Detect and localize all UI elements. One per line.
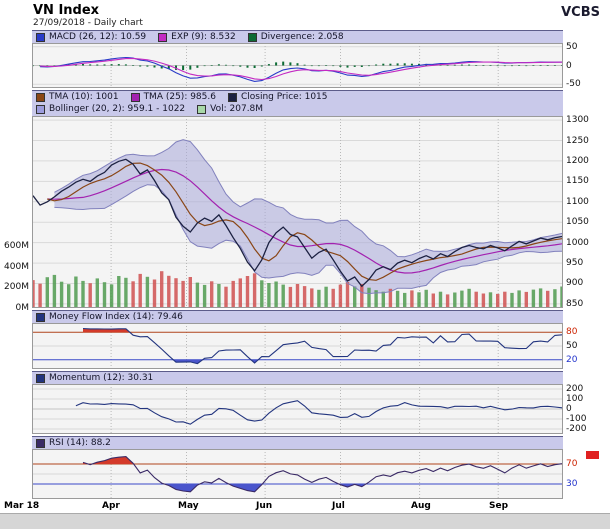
y-axis-tick: -50 — [566, 79, 581, 90]
price-legend-1: TMA (10): 1001 TMA (25): 985.6 Closing P… — [32, 90, 563, 103]
rsi-plot[interactable] — [32, 449, 563, 499]
tma10-label: TMA (10): 1001 — [49, 91, 119, 102]
exp-label: EXP (9): 8.532 — [171, 31, 236, 42]
rsi-current-value-marker — [586, 451, 599, 459]
price-panel: 600M 400M 200M 0M 1300 1250 1200 1150 1100 1050 1… — [0, 115, 610, 313]
price-axis: 1300 1250 1200 1150 1100 1050 1000 950 900 850 — [563, 115, 610, 309]
macd-legend-row: MACD (26, 12): 10.59 EXP (9): 8.532 Dive… — [0, 30, 610, 43]
divergence-label: Divergence: 2.058 — [260, 31, 344, 42]
rsi-legend-row: RSI (14): 88.2 — [0, 436, 610, 449]
y-axis-tick: 20 — [566, 354, 578, 365]
macd-axis: 50 0 -50 — [563, 41, 610, 90]
mfi-label: Money Flow Index (14): 79.46 — [49, 311, 183, 322]
macd-plot[interactable] — [32, 43, 563, 88]
rsi-label: RSI (14): 88.2 — [49, 437, 111, 448]
macd-label: MACD (26, 12): 10.59 — [49, 31, 147, 42]
mfi-plot[interactable] — [32, 323, 563, 369]
y-axis-tick: 200 — [566, 384, 584, 394]
mfi-legend-row: Money Flow Index (14): 79.46 — [0, 310, 610, 323]
y-axis-tick: 70 — [566, 459, 578, 469]
volume-swatch-icon — [197, 105, 207, 114]
y-axis-tick: 0M — [15, 303, 30, 313]
momentum-panel: 200 100 0 -100 -200 — [0, 384, 610, 434]
price-legend-row-1: TMA (10): 1001 TMA (25): 985.6 Closing P… — [0, 90, 610, 103]
momentum-plot[interactable] — [32, 384, 563, 434]
y-axis-tick: 600M — [4, 241, 29, 251]
divergence-swatch-icon — [247, 32, 257, 42]
y-axis-tick: 1300 — [566, 115, 589, 126]
y-axis-tick: 1200 — [566, 155, 589, 166]
x-axis-label: Mar 18 — [4, 501, 40, 511]
closing-price-swatch-icon — [227, 92, 237, 102]
rsi-swatch-icon — [36, 438, 45, 448]
bollinger-label: Bollinger (20, 2): 959.1 - 1022 — [49, 104, 186, 114]
y-axis-tick: 1150 — [566, 176, 589, 187]
y-axis-tick: 80 — [566, 327, 578, 338]
momentum-label: Momentum (12): 30.31 — [49, 372, 154, 383]
x-axis-label: Aug — [411, 501, 431, 511]
macd-swatch-icon — [36, 32, 45, 42]
x-axis-label: Jun — [256, 501, 273, 511]
tma25-swatch-icon — [130, 92, 140, 102]
momentum-legend-row: Momentum (12): 30.31 — [0, 371, 610, 384]
closing-price-label: Closing Price: 1015 — [240, 91, 328, 102]
bollinger-swatch-icon — [36, 105, 45, 114]
y-axis-tick: 50 — [566, 41, 578, 52]
y-axis-tick: 400M — [4, 261, 29, 272]
y-axis-tick: 1250 — [566, 135, 589, 146]
exp-swatch-icon — [158, 32, 168, 42]
x-axis-label: May — [178, 501, 199, 511]
price-plot[interactable] — [32, 116, 563, 308]
volume-label: Vol: 207.8M — [210, 104, 264, 114]
macd-legend: MACD (26, 12): 10.59 EXP (9): 8.532 Dive… — [32, 30, 563, 43]
bottom-scrollbar[interactable] — [0, 513, 610, 529]
rsi-legend: RSI (14): 88.2 — [32, 436, 563, 449]
y-axis-tick: 0 — [566, 60, 572, 71]
y-axis-tick: 1000 — [566, 237, 589, 248]
y-axis-tick: 0 — [566, 404, 572, 414]
rsi-panel: 70 30 — [0, 449, 610, 499]
brand-logo: VCBS — [561, 5, 600, 20]
mfi-panel: 80 50 20 — [0, 323, 610, 369]
y-axis-tick: 30 — [566, 479, 578, 489]
y-axis-tick: 1100 — [566, 196, 589, 207]
chart-date-label: 27/09/2018 - Daily chart — [33, 18, 143, 28]
y-axis-tick: 50 — [566, 341, 578, 351]
y-axis-tick: 850 — [566, 298, 584, 309]
y-axis-tick: 1050 — [566, 217, 589, 228]
y-axis-tick: 200M — [4, 282, 29, 293]
x-axis-label: Jul — [332, 501, 345, 511]
price-legend-row-2: Bollinger (20, 2): 959.1 - 1022 Vol: 207… — [0, 103, 610, 116]
tma25-label: TMA (25): 985.6 — [143, 91, 216, 102]
y-axis-tick: -200 — [566, 424, 587, 434]
y-axis-tick: 100 — [566, 394, 584, 404]
momentum-swatch-icon — [36, 373, 45, 383]
y-axis-tick: -100 — [566, 414, 587, 424]
mfi-axis: 80 50 20 — [563, 323, 610, 369]
page-title: VN Index — [33, 3, 100, 18]
x-axis-label: Sep — [489, 501, 509, 511]
y-axis-tick: 950 — [566, 258, 584, 269]
x-axis-labels: Mar 18 Apr May Jun Jul Aug Sep — [0, 499, 610, 513]
volume-axis: 600M 400M 200M 0M — [0, 116, 32, 313]
mfi-swatch-icon — [36, 312, 45, 322]
chart-header: VN Index 27/09/2018 - Daily chart VCBS — [0, 0, 610, 30]
mfi-legend: Money Flow Index (14): 79.46 — [32, 310, 563, 323]
price-legend-2: Bollinger (20, 2): 959.1 - 1022 Vol: 207… — [32, 103, 563, 116]
momentum-axis: 200 100 0 -100 -200 — [563, 384, 610, 434]
rsi-axis: 70 30 — [563, 449, 610, 499]
x-axis-label: Apr — [102, 501, 120, 511]
macd-panel: 50 0 -50 — [0, 41, 610, 90]
y-axis-tick: 900 — [566, 278, 584, 289]
momentum-legend: Momentum (12): 30.31 — [32, 371, 563, 384]
tma10-swatch-icon — [36, 92, 45, 102]
